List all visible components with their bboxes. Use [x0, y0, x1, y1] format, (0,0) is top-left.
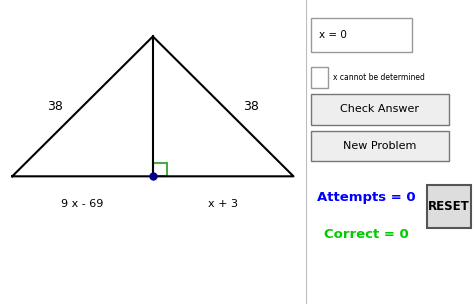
FancyBboxPatch shape	[311, 131, 449, 161]
FancyBboxPatch shape	[311, 94, 449, 125]
Text: New Problem: New Problem	[343, 141, 417, 151]
Text: x + 3: x + 3	[208, 199, 238, 209]
Text: x cannot be determined: x cannot be determined	[333, 73, 425, 82]
FancyBboxPatch shape	[311, 18, 412, 52]
Text: 9 x - 69: 9 x - 69	[61, 199, 104, 209]
Text: 38: 38	[243, 100, 259, 113]
Text: RESET: RESET	[428, 200, 470, 213]
Text: Check Answer: Check Answer	[340, 105, 419, 114]
FancyBboxPatch shape	[311, 67, 328, 88]
Text: x = 0: x = 0	[319, 30, 347, 40]
Text: 38: 38	[47, 100, 63, 113]
Text: Correct = 0: Correct = 0	[324, 228, 409, 240]
Text: Attempts = 0: Attempts = 0	[317, 191, 416, 204]
FancyBboxPatch shape	[427, 185, 471, 228]
